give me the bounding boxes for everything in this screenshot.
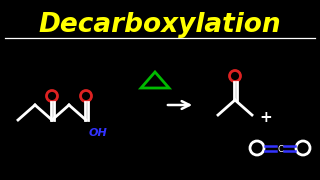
Text: OH: OH (89, 128, 108, 138)
Text: +: + (260, 111, 272, 125)
Text: C: C (277, 145, 283, 154)
Text: Decarboxylation: Decarboxylation (39, 12, 281, 38)
